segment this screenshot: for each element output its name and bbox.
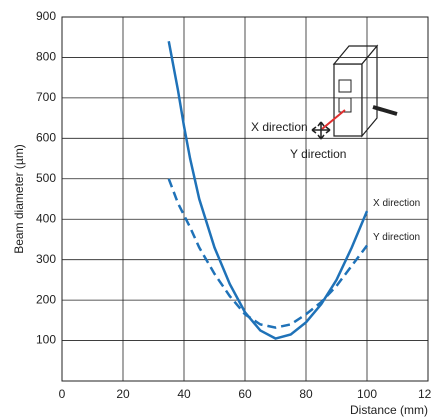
y-tick-label: 900 xyxy=(36,9,56,23)
series-label: X direction xyxy=(373,198,420,209)
x-tick-label: 20 xyxy=(116,387,130,401)
line xyxy=(167,41,369,340)
cable xyxy=(372,105,398,116)
y-tick-label: 400 xyxy=(36,211,56,225)
x-tick-label: 40 xyxy=(177,387,191,401)
sensor-window xyxy=(338,79,352,93)
direction-arrows xyxy=(311,121,331,140)
y-tick-label: 500 xyxy=(36,171,56,185)
sensor-side xyxy=(361,44,378,138)
beam xyxy=(321,109,346,130)
x-tick-label: 60 xyxy=(238,387,252,401)
x-tick-label: 120 xyxy=(418,387,431,401)
x-axis-label: Distance (mm) xyxy=(350,403,428,417)
sensor-window xyxy=(338,97,352,113)
annotation: Y direction xyxy=(290,147,346,161)
x-tick-label: 100 xyxy=(357,387,377,401)
y-tick-label: 200 xyxy=(36,292,56,306)
inset-illustration xyxy=(311,44,398,140)
y-axis-label: Beam diameter (µm) xyxy=(12,144,26,254)
y-tick-label: 600 xyxy=(36,131,56,145)
y-tick-label: 100 xyxy=(36,333,56,347)
line xyxy=(167,178,368,329)
series-label: Y direction xyxy=(373,232,420,243)
y-tick-label: 300 xyxy=(36,252,56,266)
x-tick-label: 0 xyxy=(59,387,66,401)
y-tick-label: 800 xyxy=(36,50,56,64)
y-tick-label: 700 xyxy=(36,90,56,104)
x-tick-label: 80 xyxy=(299,387,313,401)
annotation: X direction xyxy=(251,120,308,134)
